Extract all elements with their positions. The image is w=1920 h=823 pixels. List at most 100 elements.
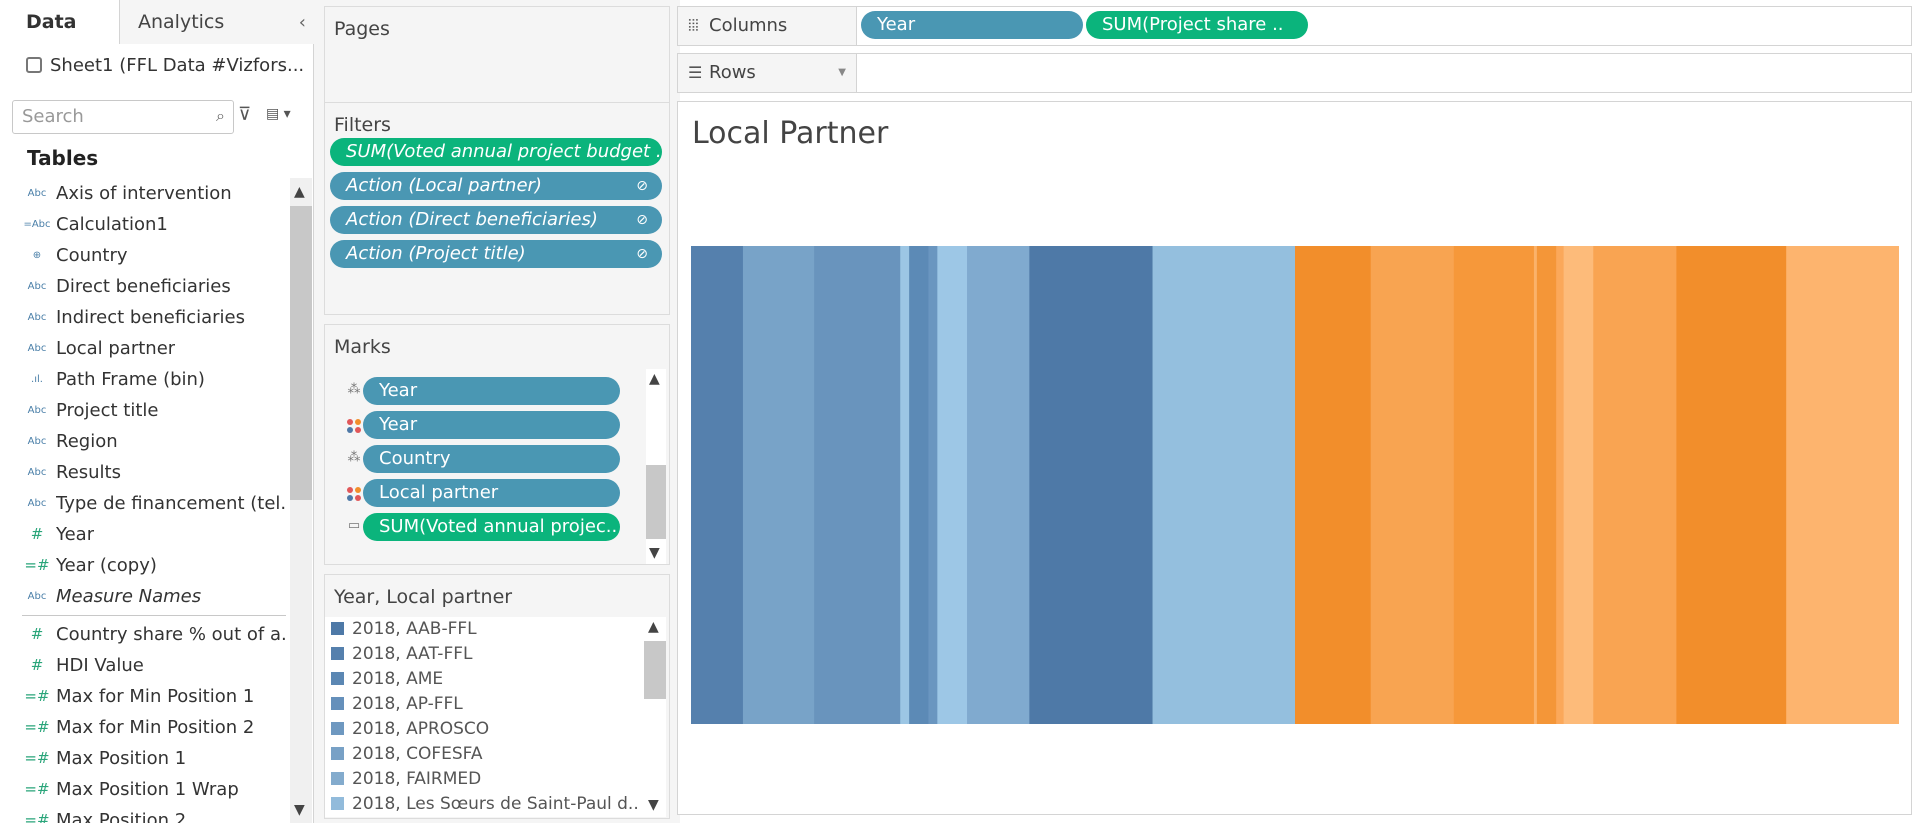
- bar-segment[interactable]: [742, 246, 815, 724]
- columns-pill-project-share[interactable]: SUM(Project share ..: [1086, 11, 1308, 39]
- legend-swatch: [331, 722, 344, 735]
- bar-segment[interactable]: [1453, 246, 1535, 724]
- filter-pill[interactable]: Action (Local partner) ⊘: [330, 172, 662, 200]
- scroll-up-icon[interactable]: ▲: [649, 371, 660, 387]
- bar-segment[interactable]: [967, 246, 1030, 724]
- bar-segment[interactable]: [1563, 246, 1594, 724]
- field-label: Local partner: [56, 338, 176, 359]
- field-item[interactable]: Abc Measure Names: [0, 581, 290, 612]
- detail-icon[interactable]: ⁂: [347, 450, 361, 465]
- scroll-down-icon[interactable]: ▼: [294, 802, 305, 818]
- field-item[interactable]: # Country share % out of a...: [0, 619, 290, 650]
- field-item[interactable]: =# Max for Min Position 1: [0, 681, 290, 712]
- legend-item[interactable]: 2018, APROSCO: [325, 717, 645, 742]
- scroll-up-icon[interactable]: ▲: [648, 619, 659, 635]
- dimension-type-icon: Abc: [27, 343, 47, 354]
- bar-segment[interactable]: [1533, 246, 1538, 724]
- field-label: Indirect beneficiaries: [56, 307, 245, 328]
- field-item[interactable]: =# Max Position 1: [0, 743, 290, 774]
- search-input[interactable]: [22, 101, 208, 131]
- filters-title: Filters: [334, 114, 391, 136]
- field-item[interactable]: # Year: [0, 519, 290, 550]
- field-item[interactable]: =# Max Position 2: [0, 805, 290, 823]
- bar-segment[interactable]: [1556, 246, 1565, 724]
- mark-pill[interactable]: Year: [363, 377, 620, 405]
- scroll-down-icon[interactable]: ▼: [648, 797, 659, 813]
- bar-segment[interactable]: [1370, 246, 1455, 724]
- legend-item[interactable]: 2018, AP-FFL: [325, 692, 645, 717]
- search-icon[interactable]: ⌕: [216, 106, 225, 125]
- color-icon[interactable]: [347, 419, 361, 433]
- bar-segment[interactable]: [900, 246, 910, 724]
- bar-segment[interactable]: [909, 246, 929, 724]
- filter-icon[interactable]: ⊽: [238, 104, 252, 125]
- field-item[interactable]: =Abc Calculation1: [0, 209, 290, 240]
- scroll-up-icon[interactable]: ▲: [294, 184, 305, 200]
- scrollbar-thumb[interactable]: [644, 641, 666, 699]
- field-item[interactable]: Abc Results: [0, 457, 290, 488]
- legend-item[interactable]: 2018, AAB-FFL: [325, 617, 645, 642]
- scrollbar-thumb[interactable]: [290, 206, 312, 500]
- bar-segment[interactable]: [937, 246, 968, 724]
- field-label: HDI Value: [56, 655, 144, 676]
- mark-pill[interactable]: Country: [363, 445, 620, 473]
- columns-pill-year[interactable]: Year: [861, 11, 1083, 39]
- field-item[interactable]: Abc Project title: [0, 395, 290, 426]
- legend-item[interactable]: 2018, FAIRMED: [325, 767, 645, 792]
- field-label: Results: [56, 462, 121, 483]
- legend-swatch: [331, 672, 344, 685]
- rows-label-text: Rows: [709, 62, 756, 83]
- marks-scrollbar[interactable]: ▲ ▼: [646, 369, 666, 564]
- mark-pill[interactable]: Year: [363, 411, 620, 439]
- tooltip-icon[interactable]: ▭: [347, 518, 361, 533]
- filter-pill[interactable]: Action (Project title) ⊘: [330, 240, 662, 268]
- tab-data[interactable]: Data: [0, 0, 120, 44]
- field-item[interactable]: # HDI Value: [0, 650, 290, 681]
- field-item[interactable]: .ıl. Path Frame (bin): [0, 364, 290, 395]
- mark-pill[interactable]: SUM(Voted annual projec..: [363, 513, 620, 541]
- bar-segment[interactable]: [1152, 246, 1296, 724]
- scroll-down-icon[interactable]: ▼: [649, 545, 660, 561]
- view-options-icon[interactable]: ▤ ▾: [266, 106, 291, 122]
- scrollbar-thumb[interactable]: [646, 465, 666, 539]
- field-item[interactable]: =# Year (copy): [0, 550, 290, 581]
- chevron-down-icon[interactable]: ▼: [838, 67, 846, 78]
- field-item[interactable]: ⊕ Country: [0, 240, 290, 271]
- legend-item[interactable]: 2018, AAT-FFL: [325, 642, 645, 667]
- filters-card: Filters SUM(Voted annual project budget …: [324, 102, 670, 315]
- bar-segment[interactable]: [1676, 246, 1787, 724]
- mark-row: ⁂ Country: [325, 443, 645, 477]
- collapse-pane-icon[interactable]: ‹: [298, 12, 306, 33]
- bar-segment[interactable]: [1029, 246, 1154, 724]
- bar-segment[interactable]: [928, 246, 938, 724]
- field-list-scrollbar[interactable]: ▲ ▼: [290, 178, 312, 823]
- legend-item[interactable]: 2018, AME: [325, 667, 645, 692]
- bar-segment[interactable]: [1295, 246, 1372, 724]
- columns-label-text: Columns: [709, 15, 788, 36]
- field-item[interactable]: =# Max Position 1 Wrap: [0, 774, 290, 805]
- field-item[interactable]: Abc Direct beneficiaries: [0, 271, 290, 302]
- color-legend-card: Year, Local partner 2018, AAB-FFL 2018, A…: [324, 574, 670, 819]
- data-source[interactable]: Sheet1 (FFL Data #Vizfors...: [26, 55, 304, 76]
- bar-segment[interactable]: [691, 246, 744, 724]
- legend-item[interactable]: 2018, COFESFA: [325, 742, 645, 767]
- legend-item[interactable]: 2018, Les Sœurs de Saint-Paul d..: [325, 792, 645, 817]
- bar-segment[interactable]: [1536, 246, 1557, 724]
- legend-scrollbar[interactable]: ▲ ▼: [644, 617, 666, 817]
- field-item[interactable]: Abc Axis of intervention: [0, 178, 290, 209]
- field-item[interactable]: Abc Local partner: [0, 333, 290, 364]
- field-item[interactable]: Abc Type de financement (tel...: [0, 488, 290, 519]
- filter-pill[interactable]: SUM(Voted annual project budget ..: [330, 138, 662, 166]
- field-item[interactable]: Abc Indirect beneficiaries: [0, 302, 290, 333]
- tab-analytics[interactable]: Analytics: [120, 0, 314, 44]
- legend-label: 2018, AP-FFL: [352, 694, 463, 714]
- bar-segment[interactable]: [814, 246, 901, 724]
- bar-segment[interactable]: [1593, 246, 1677, 724]
- detail-icon[interactable]: ⁂: [347, 382, 361, 397]
- mark-pill[interactable]: Local partner: [363, 479, 620, 507]
- bar-segment[interactable]: [1786, 246, 1899, 724]
- field-item[interactable]: =# Max for Min Position 2: [0, 712, 290, 743]
- filter-pill[interactable]: Action (Direct beneficiaries) ⊘: [330, 206, 662, 234]
- field-item[interactable]: Abc Region: [0, 426, 290, 457]
- color-icon[interactable]: [347, 487, 361, 501]
